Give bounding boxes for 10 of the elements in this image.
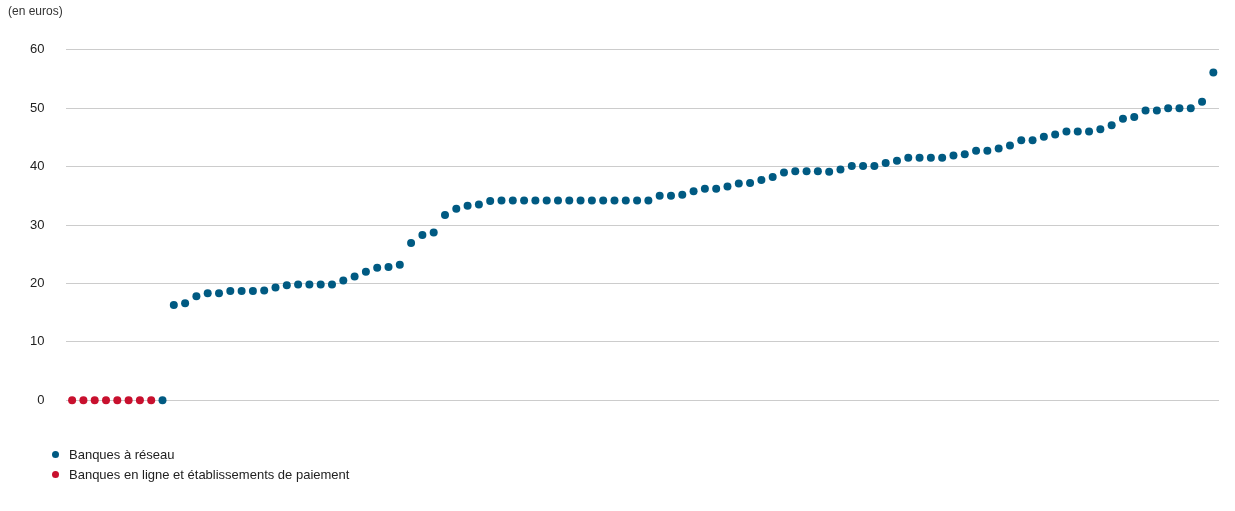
y-tick-label: 60 — [29, 41, 45, 57]
y-tick-label: 50 — [29, 99, 45, 115]
y-axis-title: (en euros) — [8, 4, 64, 20]
legend-label: Banques à réseau — [69, 446, 175, 462]
y-tick-label: 20 — [29, 274, 45, 290]
legend-label: Banques en ligne et établissements de paiement — [69, 466, 350, 482]
y-tick-label: 0 — [37, 391, 45, 407]
y-tick-label: 10 — [29, 333, 45, 349]
y-tick-label: 30 — [29, 216, 45, 232]
y-tick-label: 40 — [29, 158, 45, 174]
